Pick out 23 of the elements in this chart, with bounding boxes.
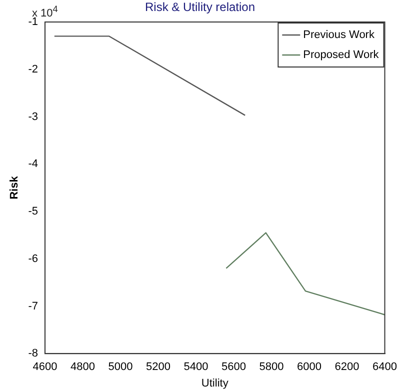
x-tick-label: 4800 (70, 361, 95, 374)
x-tick-label: 6400 (372, 361, 398, 374)
x-tick-label: 5600 (222, 361, 246, 374)
x-tick-label: 5400 (184, 361, 208, 374)
x-tick-label: 5800 (259, 361, 284, 374)
x-tick-label: 6200 (334, 361, 360, 374)
y-tick-label: -1 (28, 16, 38, 28)
x-tick-label: 5200 (146, 361, 170, 374)
y-tick-label: -4 (28, 158, 38, 170)
chart-title: Risk & Utility relation (144, 0, 256, 14)
x-tick-label: 4600 (32, 361, 58, 374)
y-axis-title: Risk (8, 175, 21, 200)
x-axis-title: Utility (201, 377, 229, 390)
y-tick-label: -6 (28, 252, 38, 265)
x-tick-label: 5000 (108, 361, 133, 374)
x-tick-label: 6000 (297, 361, 322, 374)
legend-label: Proposed Work (303, 49, 380, 62)
y-tick-label: -8 (28, 348, 38, 360)
y-tick-label: -7 (28, 300, 38, 312)
y-tick-label: -3 (28, 110, 38, 123)
y-tick-label: -5 (28, 206, 38, 218)
legend-label: Previous Work (303, 29, 375, 42)
y-tick-label: -2 (28, 63, 38, 76)
